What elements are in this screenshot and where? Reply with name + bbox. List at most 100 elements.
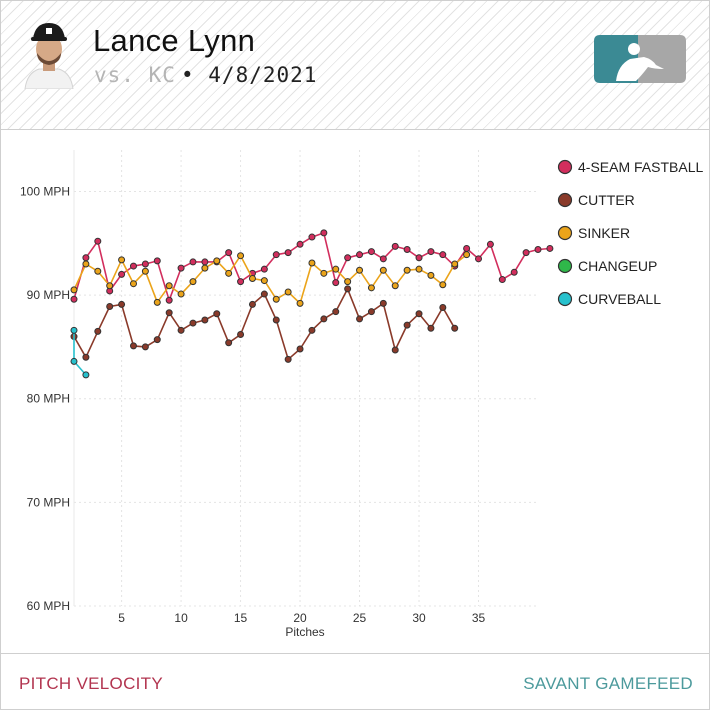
pitch-point[interactable] (296, 345, 304, 353)
pitch-point[interactable] (510, 268, 518, 276)
pitch-point[interactable] (94, 267, 102, 275)
pitch-point[interactable] (356, 251, 364, 259)
pitch-point[interactable] (260, 277, 268, 285)
pitch-point[interactable] (284, 355, 292, 363)
pitch-point[interactable] (427, 248, 435, 256)
pitch-point[interactable] (344, 278, 352, 286)
pitch-point[interactable] (177, 290, 185, 298)
pitch-point[interactable] (320, 269, 328, 277)
pitch-point[interactable] (391, 242, 399, 250)
pitch-point[interactable] (70, 295, 78, 303)
pitch-point[interactable] (237, 330, 245, 338)
pitch-point[interactable] (498, 276, 506, 284)
pitch-point[interactable] (546, 244, 554, 252)
pitch-point[interactable] (296, 240, 304, 248)
pitch-point[interactable] (70, 357, 78, 365)
pitch-point[interactable] (320, 315, 328, 323)
pitch-point[interactable] (141, 343, 149, 351)
pitch-point[interactable] (94, 327, 102, 335)
pitch-point[interactable] (201, 264, 209, 272)
pitch-point[interactable] (70, 326, 78, 334)
pitch-point[interactable] (451, 324, 459, 332)
pitch-point[interactable] (332, 279, 340, 287)
pitch-point[interactable] (201, 258, 209, 266)
pitch-point[interactable] (344, 254, 352, 262)
pitch-point[interactable] (189, 278, 197, 286)
pitch-point[interactable] (237, 278, 245, 286)
pitch-point[interactable] (82, 254, 90, 262)
pitch-point[interactable] (415, 265, 423, 273)
pitch-point[interactable] (427, 324, 435, 332)
pitch-point[interactable] (356, 266, 364, 274)
pitch-point[interactable] (153, 298, 161, 306)
pitch-point[interactable] (272, 316, 280, 324)
pitch-point[interactable] (94, 237, 102, 245)
pitch-point[interactable] (367, 308, 375, 316)
pitch-point[interactable] (153, 336, 161, 344)
pitch-point[interactable] (379, 255, 387, 263)
pitch-point[interactable] (284, 288, 292, 296)
pitch-point[interactable] (272, 251, 280, 259)
pitch-point[interactable] (165, 309, 173, 317)
pitch-point[interactable] (177, 326, 185, 334)
pitch-point[interactable] (248, 275, 256, 283)
pitch-point[interactable] (439, 304, 447, 312)
pitch-point[interactable] (463, 244, 471, 252)
pitch-point[interactable] (367, 248, 375, 256)
pitch-point[interactable] (129, 280, 137, 288)
pitch-point[interactable] (237, 252, 245, 260)
pitch-point[interactable] (225, 269, 233, 277)
pitch-point[interactable] (415, 254, 423, 262)
pitch-point[interactable] (165, 282, 173, 290)
pitch-point[interactable] (427, 271, 435, 279)
pitch-point[interactable] (344, 285, 352, 293)
pitch-point[interactable] (439, 281, 447, 289)
pitch-point[interactable] (82, 353, 90, 361)
pitch-point[interactable] (308, 259, 316, 267)
pitch-point[interactable] (332, 308, 340, 316)
pitch-point[interactable] (118, 256, 126, 264)
pitch-point[interactable] (272, 295, 280, 303)
pitch-point[interactable] (118, 270, 126, 278)
pitch-point[interactable] (356, 315, 364, 323)
pitch-point[interactable] (415, 310, 423, 318)
pitch-point[interactable] (129, 342, 137, 350)
pitch-point[interactable] (403, 266, 411, 274)
pitch-point[interactable] (463, 251, 471, 259)
pitch-point[interactable] (391, 346, 399, 354)
pitch-point[interactable] (391, 282, 399, 290)
pitch-point[interactable] (534, 245, 542, 253)
pitch-point[interactable] (403, 245, 411, 253)
pitch-point[interactable] (379, 299, 387, 307)
pitch-point[interactable] (106, 302, 114, 310)
pitch-point[interactable] (379, 266, 387, 274)
pitch-point[interactable] (106, 282, 114, 290)
pitch-point[interactable] (213, 257, 221, 265)
pitch-point[interactable] (213, 310, 221, 318)
pitch-point[interactable] (260, 290, 268, 298)
pitch-point[interactable] (141, 267, 149, 275)
pitch-point[interactable] (177, 264, 185, 272)
pitch-point[interactable] (141, 260, 149, 268)
pitch-point[interactable] (225, 249, 233, 257)
pitch-point[interactable] (189, 258, 197, 266)
pitch-point[interactable] (225, 339, 233, 347)
pitch-point[interactable] (367, 284, 375, 292)
pitch-point[interactable] (486, 240, 494, 248)
pitch-point[interactable] (308, 233, 316, 241)
pitch-point[interactable] (82, 260, 90, 268)
pitch-point[interactable] (284, 249, 292, 257)
pitch-point[interactable] (189, 319, 197, 327)
pitch-point[interactable] (403, 321, 411, 329)
pitch-point[interactable] (451, 260, 459, 268)
pitch-point[interactable] (332, 265, 340, 273)
pitch-point[interactable] (70, 286, 78, 294)
pitch-point[interactable] (248, 300, 256, 308)
pitch-point[interactable] (118, 300, 126, 308)
pitch-point[interactable] (308, 326, 316, 334)
pitch-point[interactable] (320, 229, 328, 237)
pitch-point[interactable] (296, 299, 304, 307)
pitch-point[interactable] (439, 251, 447, 259)
pitch-point[interactable] (153, 257, 161, 265)
pitch-point[interactable] (260, 265, 268, 273)
